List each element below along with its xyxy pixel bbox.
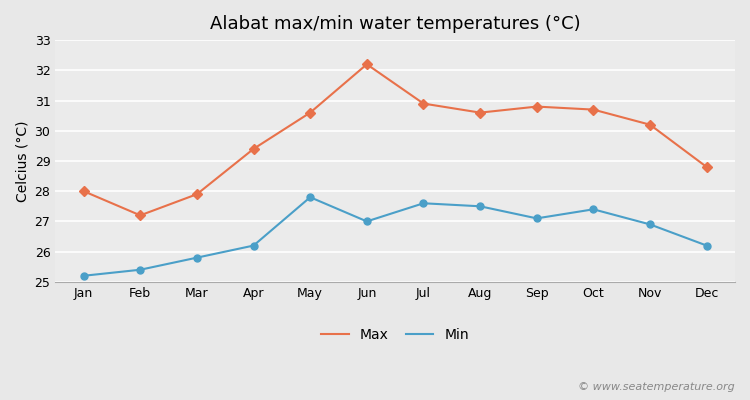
- Min: [79, 273, 88, 278]
- Max: [476, 110, 484, 115]
- Min: [646, 222, 655, 227]
- Legend: Max, Min: Max, Min: [316, 323, 475, 348]
- Max: [136, 213, 145, 218]
- Max: [306, 110, 315, 115]
- Max: [646, 122, 655, 127]
- Min: [532, 216, 542, 221]
- Line: Min: Min: [80, 194, 710, 279]
- Min: [589, 207, 598, 212]
- Min: [419, 201, 428, 206]
- Text: © www.seatemperature.org: © www.seatemperature.org: [578, 382, 735, 392]
- Max: [702, 165, 711, 170]
- Max: [362, 62, 371, 67]
- Max: [193, 192, 202, 197]
- Min: [476, 204, 484, 209]
- Min: [193, 255, 202, 260]
- Max: [589, 107, 598, 112]
- Title: Alabat max/min water temperatures (°C): Alabat max/min water temperatures (°C): [210, 15, 580, 33]
- Y-axis label: Celcius (°C): Celcius (°C): [15, 120, 29, 202]
- Line: Max: Max: [80, 61, 710, 219]
- Max: [79, 189, 88, 194]
- Min: [136, 267, 145, 272]
- Min: [306, 195, 315, 200]
- Max: [532, 104, 542, 109]
- Min: [702, 243, 711, 248]
- Min: [362, 219, 371, 224]
- Min: [249, 243, 258, 248]
- Max: [419, 101, 428, 106]
- Max: [249, 146, 258, 151]
